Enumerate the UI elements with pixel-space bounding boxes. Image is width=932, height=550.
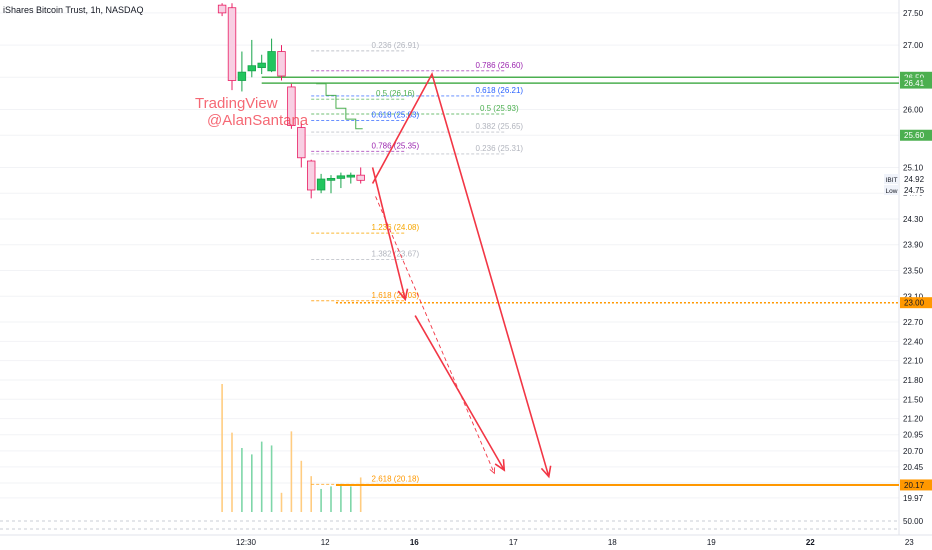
projection-arrow[interactable] [371,167,407,300]
arrow-head [489,467,496,475]
arrow-head [540,465,552,479]
candle-body[interactable] [297,127,306,159]
price-tag-box [884,174,899,185]
price-label-box [900,173,932,185]
time-tick-label: 18 [608,538,617,547]
fib-level-label: 0.5 (25.93) [480,104,519,113]
fib-level-label: 0.618 (25.83) [372,110,420,119]
price-tick-label: 21.20 [903,415,924,424]
grid [0,0,932,536]
volume-pane [221,384,362,512]
fib-level-label: 0.5 (26.16) [376,89,415,98]
price-label-box [900,71,932,83]
candle-body[interactable] [316,178,326,191]
price-label-text: 24.92 [904,175,925,184]
price-label-box [900,129,932,141]
candle-body[interactable] [356,174,365,181]
price-tick-label: 25.10 [903,163,924,172]
projection-arrow[interactable] [375,196,495,474]
candle-body[interactable] [247,65,256,72]
price-tick-label: 22.70 [903,318,924,327]
price-label-text: 20.17 [904,481,925,490]
time-tick-label: 16 [410,538,419,547]
projection-arrows[interactable] [371,71,552,479]
volume-tick-label: 50.00 [903,517,924,526]
time-tick-label: 19 [707,538,716,547]
time-axis[interactable]: 12:30 12 16 17 18 19 22 23 [236,538,914,547]
candle-body[interactable] [346,174,355,178]
candle-body[interactable] [217,4,227,14]
price-tick-label: 21.80 [903,376,924,385]
fib-level-label: 0.382 (25.65) [476,122,524,131]
fib-level-label: 0.236 (25.31) [476,144,524,153]
price-tick-label: 21.50 [903,395,924,404]
price-tick-label: 20.95 [903,431,924,440]
price-tick-label: 22.10 [903,357,924,366]
price-label-box [900,297,932,309]
price-tag-label: Low [886,188,898,195]
candle-body[interactable] [336,175,346,179]
candle-body[interactable] [227,7,237,81]
time-tick-label: 12:30 [236,538,257,547]
watermark-line-2: @AlanSantana [207,112,309,129]
price-label-box [900,184,932,196]
price-tick-label: 27.50 [903,9,924,18]
arrow-head [397,288,409,302]
price-label-box [900,77,932,89]
price-tick-label: 20.70 [903,447,924,456]
projection-arrow[interactable] [371,71,550,477]
price-tick-label: 24.30 [903,215,924,224]
fib-level-label: 0.618 (26.21) [476,86,524,95]
fib-level-label: 0.786 (25.35) [372,141,420,150]
time-tick-label: 23 [905,538,914,547]
price-axis[interactable]: 27.5027.0026.5026.0025.6025.1024.7024.30… [884,9,932,526]
fib-level-label: 1.618 (23.03) [372,291,420,300]
price-tick-label: 23.10 [903,292,924,301]
price-tick-label: 22.40 [903,337,924,346]
chart-title: iShares Bitcoin Trust, 1h, NASDAQ [3,5,144,15]
price-label-text: 24.75 [904,186,925,195]
fib-level-label: 2.618 (20.18) [372,474,420,483]
price-tick-label: 27.00 [903,41,924,50]
price-label-text: 26.41 [904,79,925,88]
watermark-line-1: TradingView [195,95,278,112]
price-label-text: 23.00 [904,299,925,308]
candle-body[interactable] [257,62,266,69]
candle-body[interactable] [277,51,286,77]
candle-body[interactable] [237,71,247,81]
time-tick-label: 22 [806,538,815,547]
step-line [316,83,363,130]
candle-body[interactable] [267,51,276,72]
price-tick-label: 19.97 [903,494,924,503]
candle-body[interactable] [287,86,296,126]
fib-level-label: 0.236 (26.91) [372,41,420,50]
candles[interactable] [217,3,365,199]
price-label-box [900,479,932,491]
fib-level-label: 1.382 (23.67) [372,250,420,259]
candle-body[interactable] [326,177,336,181]
step-path [316,83,363,130]
time-tick-label: 17 [509,538,518,547]
price-tick-label: 23.90 [903,241,924,250]
price-tag-label: IBIT [886,177,898,184]
watermark: TradingView @AlanSantana [195,95,309,129]
price-label-text: 25.60 [904,131,925,140]
price-tick-label: 23.50 [903,266,924,275]
price-tick-label: 20.45 [903,463,924,472]
arrow-head [494,459,506,472]
horizontal-lines [261,76,899,486]
price-tag-box [884,184,899,195]
candle-body[interactable] [306,160,316,191]
fibonacci-levels: 0.236 (26.91) 0.786 (26.60) 0.618 (26.21) 0… [311,41,524,485]
fib-level-label: 0.786 (26.60) [476,61,524,70]
time-tick-label: 12 [321,538,330,547]
price-tick-label: 26.00 [903,105,924,114]
fib-level-label: 1.236 (24.08) [372,223,420,232]
